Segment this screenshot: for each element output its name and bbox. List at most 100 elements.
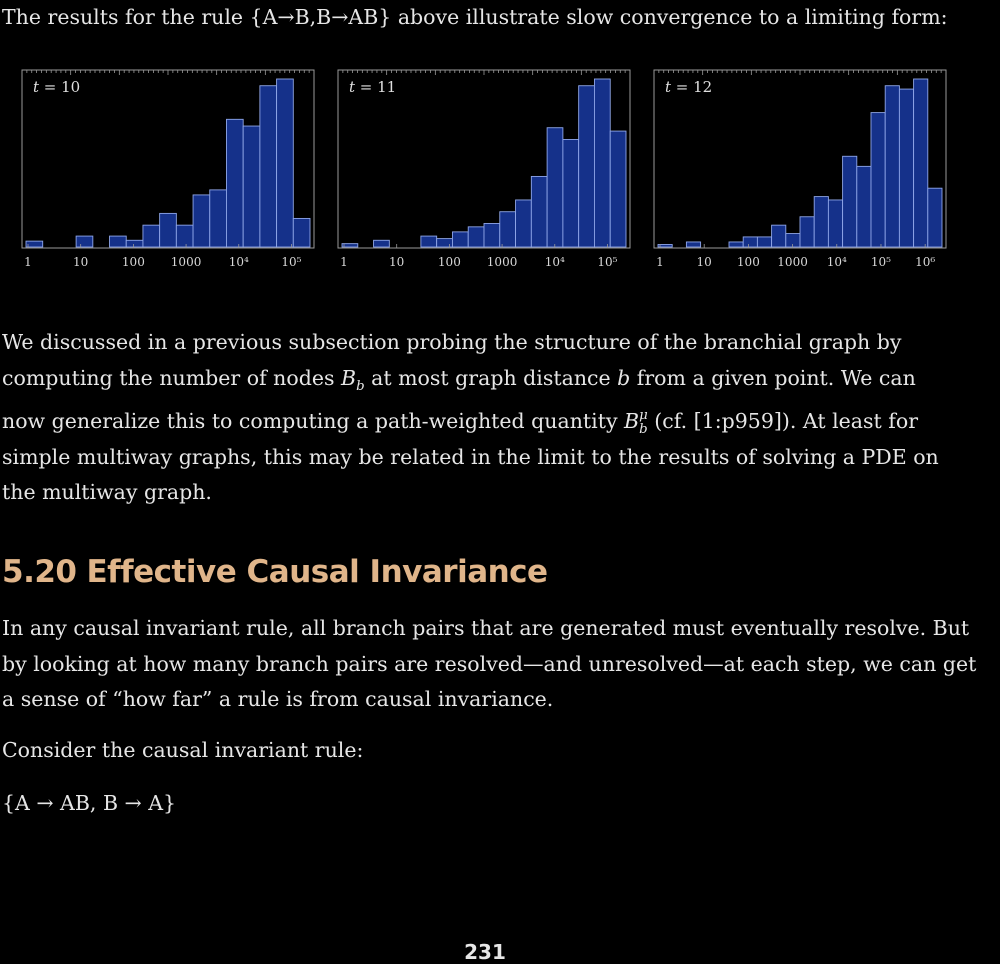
math-B-mu: B [624, 409, 640, 434]
histogram-bar [898, 88, 915, 248]
histogram-bar [451, 231, 469, 248]
histogram-bar [75, 235, 94, 248]
histogram-bar [292, 217, 311, 248]
histogram-bar [515, 199, 532, 248]
x-tick-label: 1 [656, 255, 664, 269]
histogram-bar [813, 196, 829, 248]
branchial-paragraph: We discussed in a previous subsection pr… [2, 325, 939, 511]
x-tick-label: 100 [438, 255, 461, 269]
causal-line-3: a sense of “how far” a rule is from caus… [2, 687, 554, 711]
histogram-bar [742, 236, 758, 248]
x-tick-label: 10⁵ [871, 255, 891, 269]
histogram-bar [728, 241, 744, 248]
histogram-bar [593, 78, 611, 248]
histogram-bar [242, 125, 261, 248]
panel-label: t = 12 [665, 78, 712, 96]
histogram-svg: 1 10 100 1000 10⁴ 10⁵ 10⁶ t = 12 [653, 69, 947, 269]
histogram-bar [578, 85, 595, 248]
branchial-line-3c: (cf. [1:p959]). At least for [647, 409, 919, 434]
branchial-line-1: We discussed in a previous subsection pr… [2, 330, 902, 354]
histogram-bar [884, 85, 900, 248]
branchial-line-2d: from a given point. We can [630, 365, 916, 390]
x-tick-label: 1000 [487, 255, 518, 269]
histogram-bar [927, 187, 943, 248]
histogram-bar [856, 165, 872, 248]
histogram-bar [756, 236, 773, 248]
histogram-bar [125, 239, 144, 248]
histogram-bar [175, 224, 194, 248]
x-tick-label: 10⁴ [229, 255, 249, 269]
page-number: 231 [464, 940, 506, 964]
branchial-line-2c: at most graph distance [364, 365, 618, 390]
histogram-bar [373, 239, 390, 248]
panel-label: t = 11 [349, 78, 396, 96]
causal-line-1: In any causal invariant rule, all branch… [2, 616, 970, 640]
x-tick-label: 10⁴ [827, 255, 847, 269]
histogram-bar [483, 223, 501, 248]
histogram-bar [685, 241, 702, 248]
x-tick-label: 100 [122, 255, 145, 269]
histogram-bar [913, 78, 929, 248]
x-tick-label: 10⁵ [281, 255, 301, 269]
math-B: B [341, 365, 357, 390]
section-heading: 5.20 Effective Causal Invariance [2, 554, 548, 590]
consider-paragraph: Consider the causal invariant rule: [2, 738, 364, 762]
histogram-t11: 1 10 100 1000 10⁴ 10⁵ t = 11 [324, 60, 634, 280]
x-tick-label: 10⁶ [915, 255, 935, 269]
branchial-line-2a: computing the number of nodes [2, 365, 342, 390]
histogram-bar [420, 235, 438, 248]
histogram-bar [142, 224, 161, 248]
histogram-bar [109, 235, 127, 248]
histogram-bar [530, 175, 548, 248]
x-tick-label: 1000 [171, 255, 202, 269]
histogram-bar [276, 78, 294, 248]
section-number: 5.20 [2, 554, 77, 590]
histogram-bar [467, 226, 485, 248]
x-tick-label: 10 [697, 255, 712, 269]
math-mu-sup: μ [639, 408, 648, 424]
histogram-bar [226, 118, 244, 248]
histogram-bar [870, 112, 886, 248]
histogram-bar [609, 130, 627, 248]
histogram-bar [341, 243, 359, 248]
math-b: b [617, 365, 631, 390]
histogram-bar [771, 224, 787, 248]
histogram-bar [799, 216, 815, 248]
branchial-line-3a: now generalize this to computing a path-… [2, 409, 625, 434]
histogram-svg: 1 10 100 1000 10⁴ 10⁵ t = 11 [337, 69, 631, 269]
x-tick-label: 10⁴ [545, 255, 565, 269]
histogram-bar [657, 244, 673, 248]
causal-line-2: by looking at how many branch pairs are … [2, 651, 977, 676]
x-tick-label: 1 [24, 255, 32, 269]
x-tick-label: 10 [73, 255, 88, 269]
histogram-bar [546, 127, 564, 248]
intro-paragraph: The results for the rule {A→B,B→AB} abov… [2, 5, 948, 29]
branchial-line-5: the multiway graph. [2, 480, 212, 505]
histogram-bar [499, 211, 517, 248]
branchial-line-4: simple multiway graphs, this may be rela… [2, 444, 939, 469]
x-tick-label: 1 [340, 255, 348, 269]
histogram-bar [159, 212, 177, 248]
histogram-t12: 1 10 100 1000 10⁴ 10⁵ 10⁶ t = 12 [640, 60, 950, 280]
causal-paragraph: In any causal invariant rule, all branch… [2, 611, 976, 718]
x-tick-label: 10⁵ [597, 255, 617, 269]
histogram-bar [827, 199, 844, 248]
x-tick-label: 100 [737, 255, 760, 269]
histogram-bar [192, 194, 211, 248]
panel-label: t = 10 [33, 78, 80, 96]
histogram-bar [25, 240, 44, 248]
math-b-sub: b [356, 378, 365, 394]
x-tick-label: 1000 [777, 255, 808, 269]
histogram-bar [259, 85, 278, 248]
histogram-bar [842, 155, 858, 248]
x-tick-label: 10 [389, 255, 404, 269]
histogram-bar [209, 189, 227, 248]
histogram-bar [562, 139, 580, 248]
math-b-sub-2: b [639, 421, 648, 437]
histogram-svg: 1 10 100 1000 10⁴ 10⁵ t = 10 [21, 69, 315, 269]
section-title: Effective Causal Invariance [86, 554, 549, 590]
histogram-bar [436, 238, 453, 248]
histogram-t10: 1 10 100 1000 10⁴ 10⁵ t = 10 [8, 60, 318, 280]
rule-formula: {A → AB, B → A} [2, 791, 177, 815]
